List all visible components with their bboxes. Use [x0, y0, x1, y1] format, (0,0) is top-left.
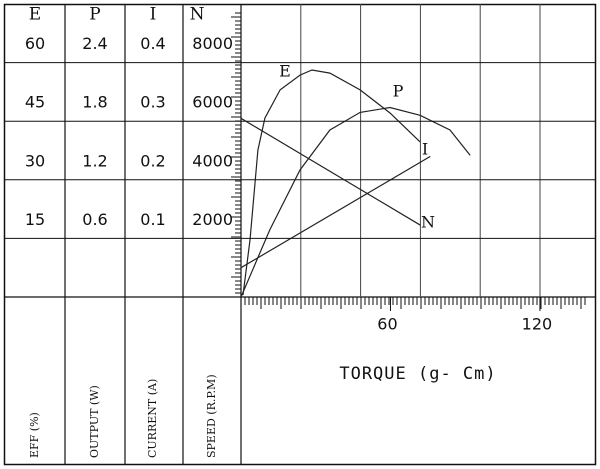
curve	[240, 117, 421, 226]
curve-label: I	[422, 140, 428, 159]
curve-label: N	[421, 213, 435, 232]
y-tick-label: 0.4	[140, 34, 165, 53]
y-tick-label: 30	[25, 151, 45, 170]
column-header: P	[89, 5, 100, 25]
y-tick-label: 0.6	[82, 210, 107, 229]
y-tick-label: 0.1	[140, 210, 165, 229]
y-tick-label: 1.2	[82, 151, 107, 170]
y-tick-label: 8000	[192, 34, 233, 53]
x-tick-label: 60	[377, 315, 397, 334]
frame	[3, 3, 597, 466]
y-tick-label: 0.2	[140, 151, 165, 170]
y-tick-label: 0.3	[140, 93, 165, 112]
column-header: N	[190, 5, 205, 25]
y-tick-label: 6000	[192, 93, 233, 112]
x-axis-label: TORQUE (g- Cm)	[339, 364, 496, 384]
column-header: I	[150, 5, 157, 25]
curve	[242, 69, 421, 296]
axis-title: OUTPUT (W)	[88, 385, 101, 458]
curve	[240, 106, 471, 298]
y-tick-label: 60	[25, 34, 45, 53]
curve-label: P	[393, 82, 404, 101]
curve	[240, 155, 431, 269]
curve-label: E	[279, 62, 291, 81]
axis-title: EFF (%)	[28, 412, 41, 458]
x-tick-label: 120	[522, 315, 553, 334]
y-tick-label: 15	[25, 210, 45, 229]
y-tick-label: 45	[25, 93, 45, 112]
y-tick-label: 4000	[192, 151, 233, 170]
y-tick-label: 2000	[192, 210, 233, 229]
column-header: E	[29, 5, 41, 25]
axis-title: CURRENT (A)	[146, 379, 159, 458]
y-tick-label: 1.8	[82, 93, 107, 112]
y-tick-label: 2.4	[82, 34, 107, 53]
axis-title: SPEED (R.P.M)	[205, 374, 218, 458]
